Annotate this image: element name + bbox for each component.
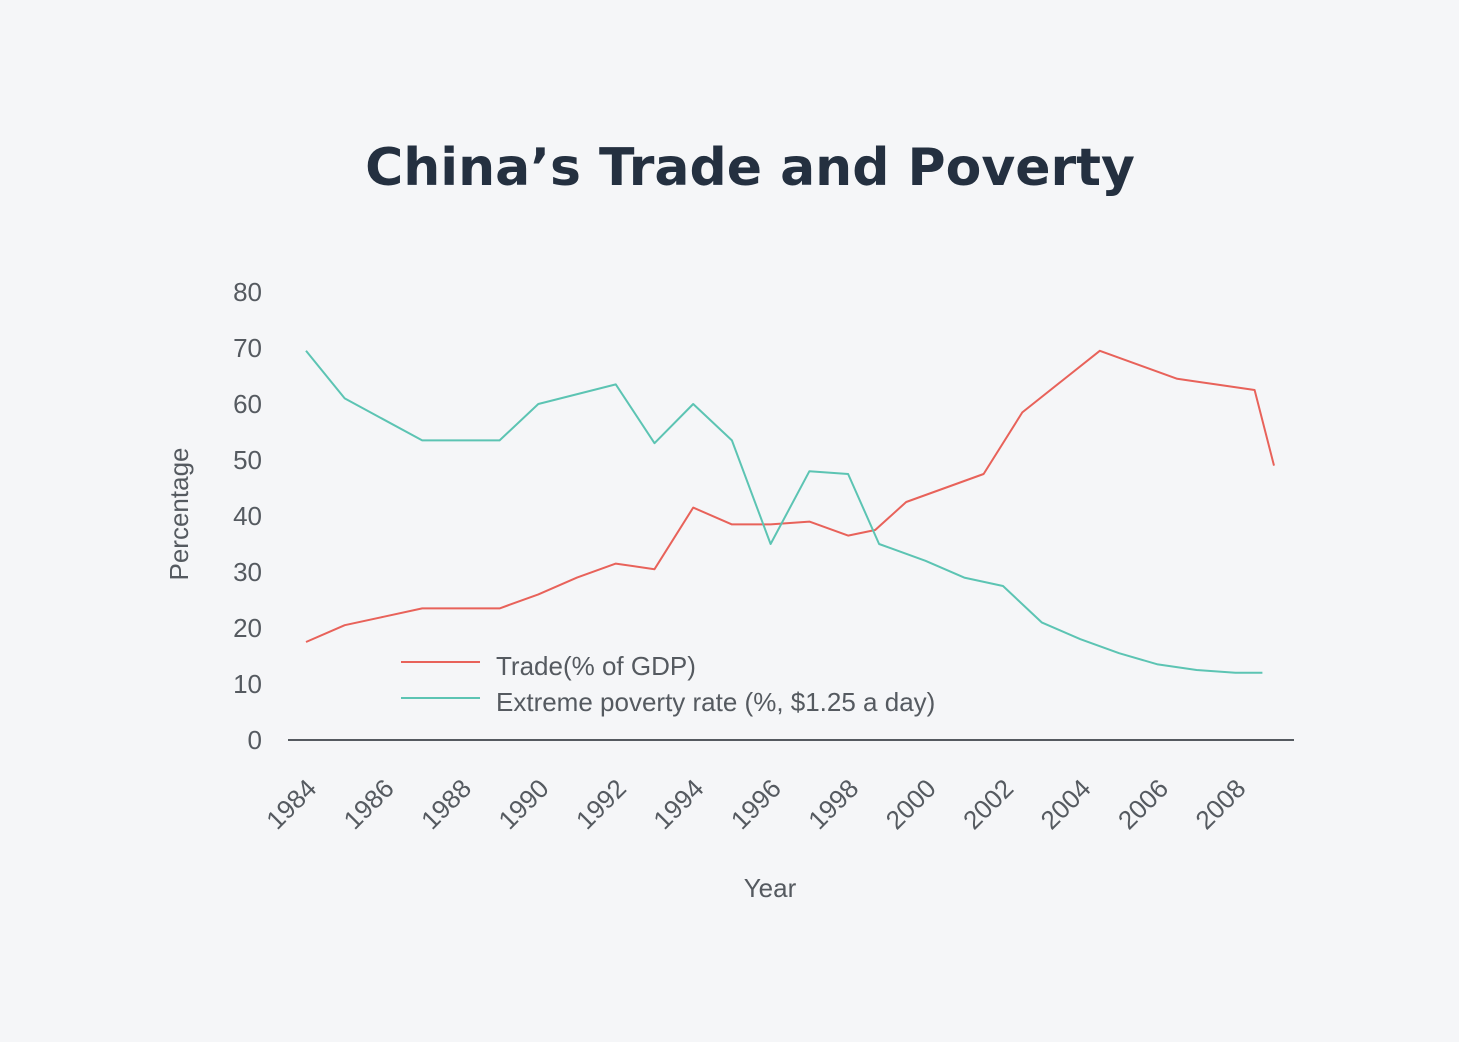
- series-group: [305, 349, 1275, 674]
- y-tick-label-20: 20: [233, 613, 262, 643]
- y-tick-label-0: 0: [248, 725, 262, 755]
- x-tick-label-2006: 2006: [1112, 773, 1174, 835]
- y-tick-label-50: 50: [233, 445, 262, 475]
- series-line-poverty: [305, 350, 1263, 674]
- x-tick-label-2000: 2000: [880, 773, 942, 835]
- x-tick-label-1986: 1986: [338, 773, 400, 835]
- x-tick-label-1984: 1984: [260, 773, 322, 835]
- x-tick-label-1988: 1988: [415, 773, 477, 835]
- x-tick-label-2004: 2004: [1035, 773, 1097, 835]
- x-axis-label: Year: [744, 873, 797, 903]
- legend: Trade(% of GDP) Extreme poverty rate (%, …: [401, 651, 935, 717]
- x-tick-label-2002: 2002: [957, 773, 1019, 835]
- x-tick-label-1990: 1990: [492, 773, 554, 835]
- chart-title: China’s Trade and Poverty: [365, 138, 1135, 198]
- legend-label-trade: Trade(% of GDP): [496, 651, 696, 681]
- x-axis-ticks: 1984 1986 1988 1990 1992 1994 1996 1998 2000 2002…: [260, 773, 1251, 835]
- x-tick-label-1992: 1992: [570, 773, 632, 835]
- x-tick-label-1998: 1998: [802, 773, 864, 835]
- y-tick-label-10: 10: [233, 669, 262, 699]
- y-tick-label-40: 40: [233, 501, 262, 531]
- x-tick-label-1996: 1996: [725, 773, 787, 835]
- y-tick-label-30: 30: [233, 557, 262, 587]
- x-tick-label-2008: 2008: [1189, 773, 1251, 835]
- series-line-trade: [305, 349, 1275, 643]
- y-tick-label-60: 60: [233, 389, 262, 419]
- x-tick-label-1994: 1994: [647, 773, 709, 835]
- legend-label-poverty: Extreme poverty rate (%, $1.25 a day): [496, 687, 935, 717]
- y-axis-ticks: 0 10 20 30 40 50 60 70 80: [233, 277, 262, 755]
- y-tick-label-70: 70: [233, 333, 262, 363]
- y-tick-label-80: 80: [233, 277, 262, 307]
- y-axis-label: Percentage: [164, 448, 194, 581]
